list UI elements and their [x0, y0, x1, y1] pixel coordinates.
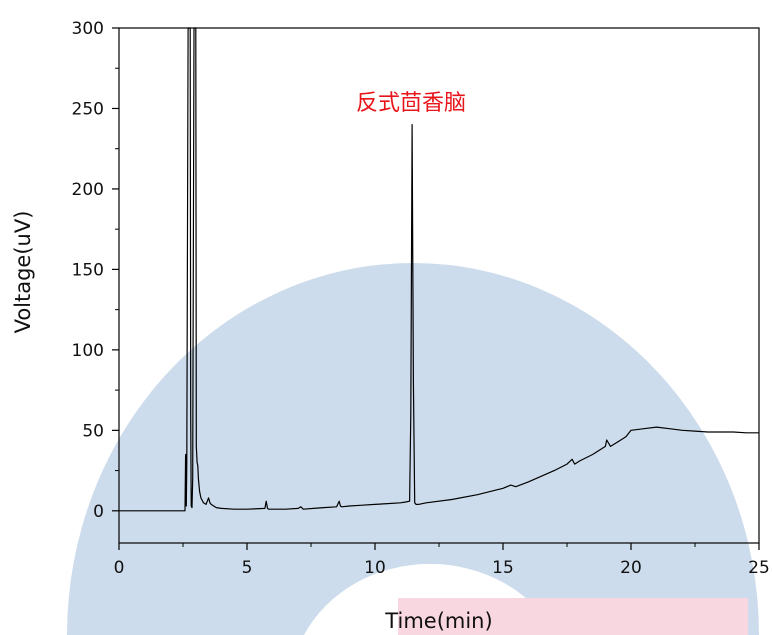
x-tick-label: 5	[242, 558, 253, 578]
x-tick-label: 20	[620, 558, 642, 578]
y-tick-label: 50	[82, 421, 104, 441]
y-tick-label: 200	[72, 180, 104, 200]
y-tick-labels: 0 50 100 150 200 250 300	[72, 19, 104, 522]
x-tick-label: 0	[114, 558, 125, 578]
y-tick-label: 150	[72, 260, 104, 280]
series-line	[119, 27, 759, 512]
x-tick-label: 25	[748, 558, 770, 578]
y-axis-title: Voltage(uV)	[11, 211, 35, 334]
y-tick-label: 300	[72, 19, 104, 39]
x-axis-title: Time(min)	[384, 609, 492, 633]
watermark-pink-band	[398, 598, 748, 635]
x-tick-label: 15	[492, 558, 514, 578]
axis-ticks	[112, 27, 760, 550]
watermark	[67, 263, 759, 635]
y-tick-label: 0	[93, 502, 104, 522]
y-tick-label: 100	[72, 341, 104, 361]
y-tick-label: 250	[72, 99, 104, 119]
watermark-arc	[67, 263, 759, 635]
x-tick-label: 10	[364, 558, 386, 578]
x-tick-labels: 0 5 10 15 20 25	[114, 558, 770, 578]
peak-annotation: 反式茴香脑	[356, 91, 466, 116]
